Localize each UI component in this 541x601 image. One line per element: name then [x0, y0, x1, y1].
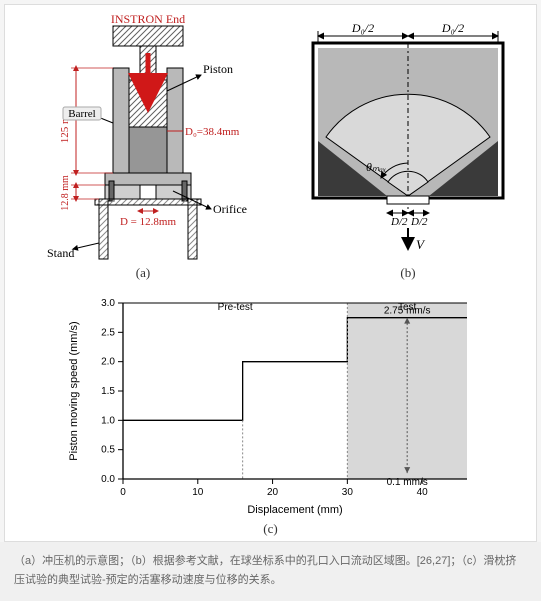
svg-text:1.0: 1.0 [101, 415, 115, 426]
bolt-l [109, 181, 114, 201]
panel-c-sublabel: (c) [263, 521, 277, 537]
svg-text:Pre-test: Pre-test [217, 302, 252, 313]
svg-text:2.0: 2.0 [101, 357, 115, 368]
orifice-gap [387, 196, 429, 204]
panel-b: D₀/2 D₀/2 D/2 D/2 θₘₐₓ V (b) [288, 13, 528, 283]
svg-text:10: 10 [192, 487, 204, 498]
panel-a-sublabel: (a) [13, 265, 273, 281]
d0half-left: D₀/2 [351, 21, 374, 35]
bolt-r [182, 181, 187, 201]
svg-text:0.0: 0.0 [101, 474, 115, 485]
barrel-flange [105, 173, 191, 185]
panel-a: INSTRON End [13, 13, 273, 283]
d0half-right: D₀/2 [441, 21, 464, 35]
label-barrel: Barrel [68, 108, 95, 120]
stand-right [188, 199, 197, 259]
svg-text:3.0: 3.0 [101, 298, 115, 309]
label-orifice: Orifice [213, 202, 247, 216]
sample [129, 127, 167, 173]
figure-container: INSTRON End [4, 4, 537, 542]
svg-text:20: 20 [267, 487, 279, 498]
label-stand: Stand [47, 246, 74, 260]
label-piston: Piston [203, 62, 233, 76]
instron-title: INSTRON End [111, 13, 185, 26]
svg-text:Piston moving speed (mm/s): Piston moving speed (mm/s) [68, 321, 80, 460]
svg-text:Test: Test [398, 302, 417, 313]
panel-b-svg: D₀/2 D₀/2 D/2 D/2 θₘₐₓ V [288, 13, 528, 263]
svg-text:40: 40 [416, 487, 428, 498]
svg-text:2.5: 2.5 [101, 327, 115, 338]
svg-text:0: 0 [120, 487, 126, 498]
svg-text:1.5: 1.5 [101, 386, 115, 397]
panel-a-svg: INSTRON End [13, 13, 273, 263]
dim-d: D = 12.8mm [120, 216, 176, 228]
panel-c: 2.75 mm/s0.1 mm/sPre-testTest0102030400.… [13, 289, 528, 537]
stand-top [95, 199, 201, 205]
svg-text:Displacement (mm): Displacement (mm) [247, 504, 342, 516]
barrel-left-wall [113, 68, 129, 176]
v-label: V [416, 237, 426, 252]
dhalf-left: D/2 [390, 216, 408, 228]
panel-b-sublabel: (b) [288, 265, 528, 281]
figure-caption: （a）冲压机的示意图；（b）根据参考文献，在球坐标系中的孔口入口流动区域图。[2… [0, 542, 541, 601]
instron-head [113, 26, 183, 46]
dim-d0: D₀=38.4mm [185, 126, 240, 138]
dhalf-right: D/2 [410, 216, 428, 228]
orifice-hole [140, 185, 156, 199]
top-row: INSTRON End [13, 13, 528, 283]
stand-left [99, 199, 108, 259]
dim-12-8: 12.8 mm [60, 175, 71, 211]
svg-text:30: 30 [341, 487, 353, 498]
svg-text:0.5: 0.5 [101, 445, 115, 456]
theta-label: θₘₐₓ [366, 160, 386, 174]
chart-c-svg: 2.75 mm/s0.1 mm/sPre-testTest0102030400.… [61, 289, 481, 519]
